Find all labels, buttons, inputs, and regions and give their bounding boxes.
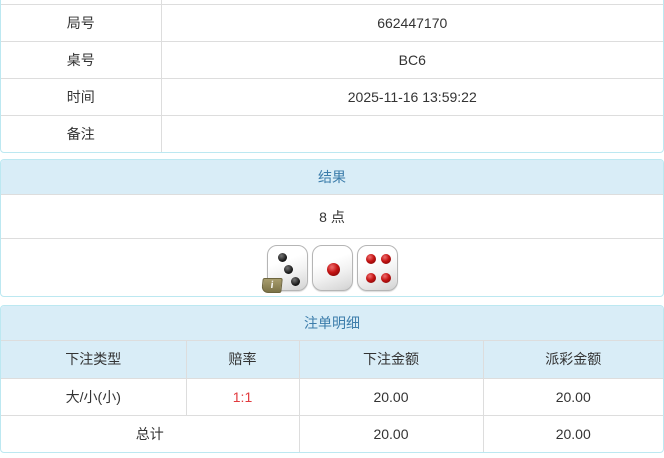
table-row-remark: 备注 <box>1 115 663 152</box>
total-payout-amount-cell: 20.00 <box>482 415 663 452</box>
bet-row: 大/小(小) 1:1 20.00 20.00 <box>1 378 663 416</box>
die-pip <box>283 264 293 274</box>
bet-details-panel: 注单明细 下注类型 赔率 下注金额 派彩金额 大/小(小) 1:1 20.00 … <box>0 305 664 453</box>
die-pip <box>290 276 300 286</box>
time-value: 2025-11-16 13:59:22 <box>160 78 663 116</box>
dice-info-badge-icon[interactable]: i <box>260 277 283 293</box>
column-header-bet-type: 下注类型 <box>1 341 186 379</box>
table-row-cropped <box>1 0 663 5</box>
table-id-label: 桌号 <box>1 41 161 79</box>
die-face-3-icon: i <box>260 244 308 293</box>
bet-details-title: 注单明细 <box>1 306 663 341</box>
game-info-panel: 局号 662447170 桌号 BC6 时间 2025-11-16 13:59:… <box>0 0 664 153</box>
payout-amount-cell: 20.00 <box>482 378 663 416</box>
result-panel: 结果 8 点 i <box>0 159 664 297</box>
column-header-odds: 赔率 <box>185 341 299 379</box>
column-header-bet-amount: 下注金额 <box>298 341 483 379</box>
table-row-round: 局号 662447170 <box>1 4 663 42</box>
die-face-1-icon <box>311 244 353 291</box>
result-panel-title: 结果 <box>1 160 663 195</box>
bet-type-cell: 大/小(小) <box>1 378 186 416</box>
bet-details-table: 下注类型 赔率 下注金额 派彩金额 大/小(小) 1:1 20.00 20.00… <box>1 341 663 452</box>
time-label: 时间 <box>1 78 161 116</box>
table-row-time: 时间 2025-11-16 13:59:22 <box>1 78 663 116</box>
die-face-4-icon <box>356 244 398 291</box>
table-row-table-id: 桌号 BC6 <box>1 41 663 79</box>
total-row: 总计 20.00 20.00 <box>1 415 663 452</box>
round-number-value: 662447170 <box>160 4 663 42</box>
bet-odds-cell: 1:1 <box>185 378 299 416</box>
table-id-value: BC6 <box>160 41 663 79</box>
die-pip <box>277 252 287 262</box>
die-pip <box>380 253 391 264</box>
die-pip <box>380 272 391 283</box>
cropped-row-label <box>1 0 161 5</box>
die-pip <box>326 262 340 276</box>
die-pip <box>365 272 376 283</box>
game-info-section: 局号 662447170 桌号 BC6 时间 2025-11-16 13:59:… <box>0 0 664 153</box>
dice-row: i <box>1 239 663 296</box>
total-bet-amount-cell: 20.00 <box>298 415 483 452</box>
bet-amount-cell: 20.00 <box>298 378 483 416</box>
die-pip <box>365 253 376 264</box>
remark-label: 备注 <box>66 125 95 142</box>
total-label-cell: 总计 <box>135 425 164 442</box>
game-info-table: 局号 662447170 桌号 BC6 时间 2025-11-16 13:59:… <box>1 0 663 152</box>
result-points: 8 点 <box>1 195 663 239</box>
column-header-payout-amount: 派彩金额 <box>482 341 663 379</box>
cropped-row-value <box>160 0 663 5</box>
round-number-label: 局号 <box>1 4 161 42</box>
remark-value <box>160 115 663 152</box>
bet-header-row: 下注类型 赔率 下注金额 派彩金额 <box>1 341 663 379</box>
